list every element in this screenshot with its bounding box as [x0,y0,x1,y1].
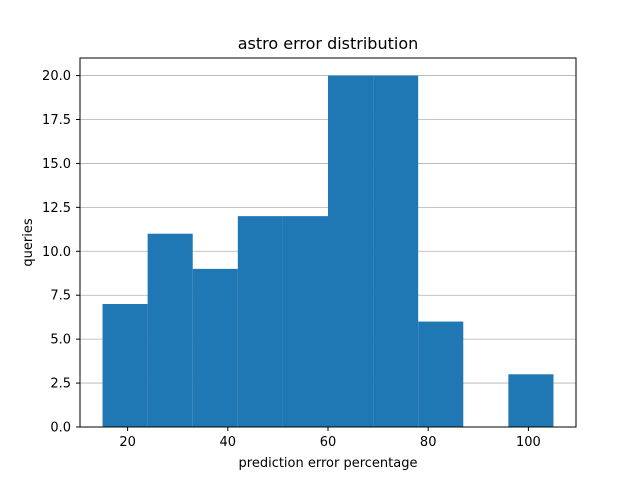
y-tick-label-5: 12.5 [42,201,71,216]
x-tick-label-2: 60 [320,435,337,450]
histogram-bar-0 [102,304,148,427]
chart-title: astro error distribution [238,34,419,53]
x-tick-label-3: 80 [420,435,437,450]
histogram-bar-2 [192,268,238,427]
y-tick-label-6: 15.0 [42,157,71,172]
y-tick-label-1: 2.5 [50,377,71,392]
x-axis-label: prediction error percentage [239,456,418,471]
bars-layer [102,75,554,428]
y-tick-label-7: 17.5 [42,113,71,128]
y-tick-label-2: 5.0 [50,333,71,348]
histogram-bar-5 [328,75,374,428]
y-tick-label-8: 20.0 [42,69,71,84]
y-tick-label-4: 10.0 [42,245,71,260]
histogram-bar-3 [237,216,283,427]
histogram-bar-4 [282,216,328,427]
x-tick-label-0: 20 [119,435,136,450]
histogram-bar-7 [418,321,464,427]
x-tick-label-4: 100 [516,435,541,450]
y-tick-label-0: 0.0 [50,421,71,436]
histogram-bar-9 [508,374,554,427]
histogram-bar-6 [373,75,419,428]
x-tick-label-1: 40 [220,435,237,450]
ticks-layer: 20 40 60 80 100 0.0 2.5 5.0 7.5 10.0 12.5 15.0 17.5 2… [42,69,541,450]
y-axis-label: queries [21,218,36,266]
y-tick-label-3: 7.5 [50,289,71,304]
histogram-bar-1 [147,233,193,427]
